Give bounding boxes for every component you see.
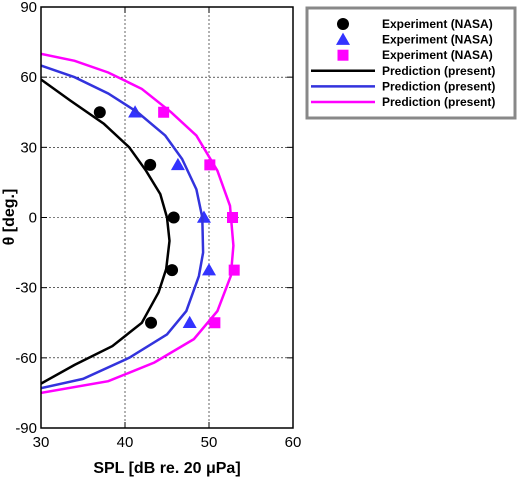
experiment-marker (227, 212, 239, 223)
y-tick-label: 0 (29, 210, 37, 227)
x-tick-label: 40 (117, 434, 134, 451)
experiment-marker (167, 211, 180, 224)
legend-item: Prediction (present) (311, 95, 495, 109)
experiment-marker (196, 210, 211, 223)
experiment-marker (144, 158, 157, 171)
x-tick-label: 60 (285, 434, 302, 451)
legend-label: Experiment (NASA) (382, 17, 493, 31)
experiment-marker (93, 106, 106, 119)
experiment-marker (182, 315, 197, 328)
series-3 (158, 106, 240, 329)
plot-area (41, 52, 240, 395)
experiment-marker (145, 316, 158, 329)
prediction-line (41, 78, 171, 385)
legend-label: Prediction (present) (382, 64, 495, 78)
legend-label: Prediction (present) (382, 79, 495, 93)
y-tick-label: 90 (20, 0, 37, 16)
legend-item: Experiment (NASA) (337, 48, 493, 62)
y-tick-label: -30 (15, 280, 37, 297)
prediction-line (41, 52, 235, 395)
x-axis-title: SPL [dB re. 20 μPa] (93, 460, 240, 477)
legend-item: Prediction (present) (311, 64, 495, 78)
legend-item: Prediction (present) (311, 79, 495, 93)
experiment-marker (158, 106, 170, 118)
experiment-marker (166, 264, 179, 277)
legend: Experiment (NASA)Experiment (NASA)Experi… (305, 6, 517, 120)
legend-marker-swatch (337, 18, 349, 30)
x-tick-label: 50 (201, 434, 218, 451)
legend-marker-swatch (336, 32, 350, 45)
experiment-marker (228, 264, 240, 276)
prediction-line (41, 64, 205, 390)
experiment-marker (209, 317, 221, 329)
y-tick-label: 60 (20, 69, 37, 86)
experiment-marker (170, 157, 185, 171)
series-6 (41, 52, 235, 395)
series-1 (93, 106, 180, 329)
x-tick-label: 30 (33, 434, 50, 451)
legend-label: Experiment (NASA) (382, 48, 493, 62)
legend-label: Prediction (present) (382, 95, 495, 109)
legend-item: Experiment (NASA) (337, 17, 493, 31)
legend-label: Experiment (NASA) (382, 33, 493, 47)
y-tick-label: -60 (15, 350, 37, 367)
legend-item: Experiment (NASA) (336, 32, 493, 47)
series-4 (41, 78, 171, 385)
y-tick-label: 30 (20, 139, 37, 156)
experiment-marker (202, 263, 216, 276)
axis-ticks: 30 40 50 60 -90 -60 -30 0 30 60 90 (15, 0, 301, 451)
y-tick-label: -90 (15, 420, 37, 437)
y-axis-title: θ [deg.] (1, 189, 18, 246)
series-5 (41, 64, 205, 390)
experiment-marker (204, 159, 216, 171)
legend-marker-swatch (337, 49, 349, 61)
